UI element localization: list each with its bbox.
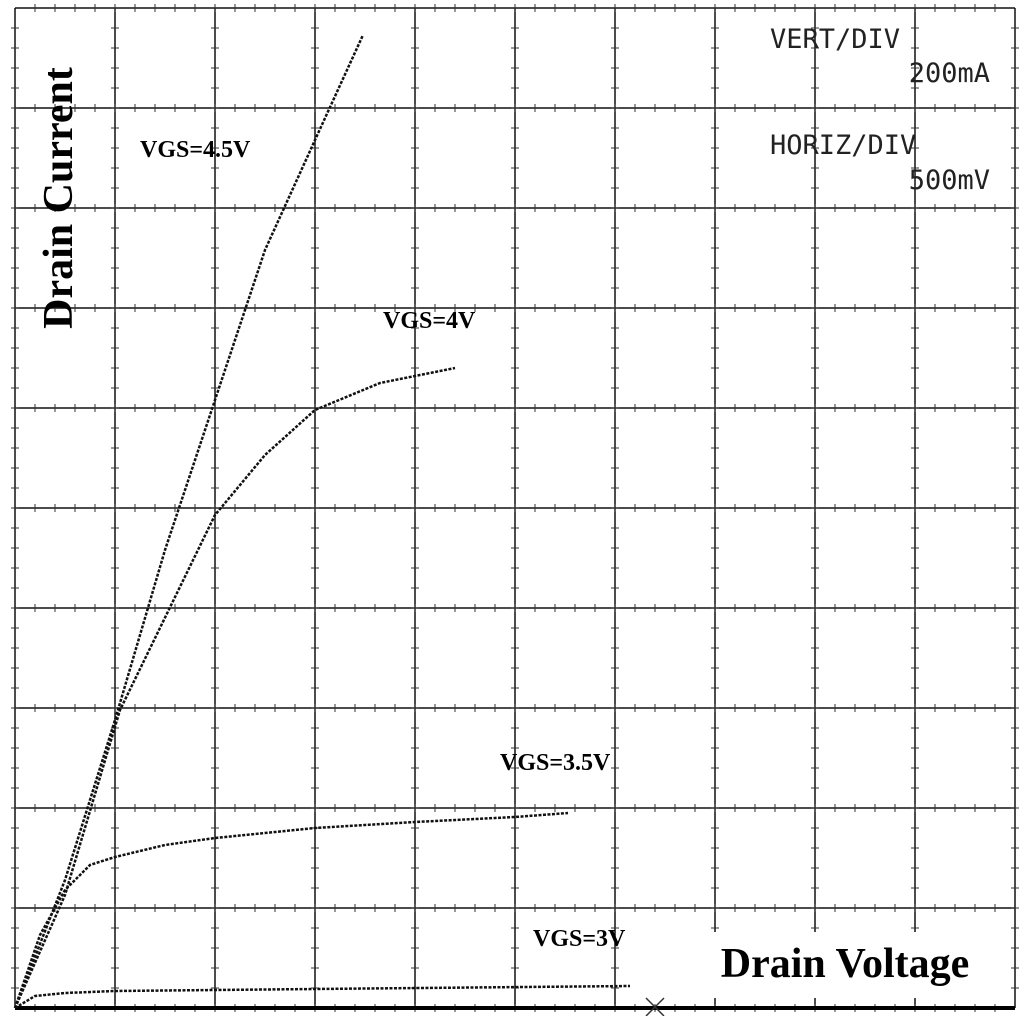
curve-label: VGS=4.5V [140, 137, 251, 163]
curve [13, 366, 456, 1009]
marker [645, 997, 665, 1016]
annotation: HORIZ/DIV [770, 130, 916, 161]
curve-label: VGS=4V [383, 308, 476, 334]
label-backdrop [690, 932, 1006, 998]
annotation: VERT/DIV [770, 24, 900, 55]
annotation: 500mV [909, 165, 990, 196]
curve-label: VGS=3.5V [500, 750, 611, 776]
curves: VGS=4.5V VGS=4V VGS=3.5V VGS=3V [13, 34, 631, 1010]
annotation: 200mA [909, 58, 990, 89]
grid [11, 4, 1019, 1012]
y-axis-label: Drain Current [36, 67, 82, 329]
x-axis-label: Drain Voltage [721, 941, 970, 987]
curve-label: VGS=3V [533, 926, 626, 952]
curve [14, 984, 631, 1010]
